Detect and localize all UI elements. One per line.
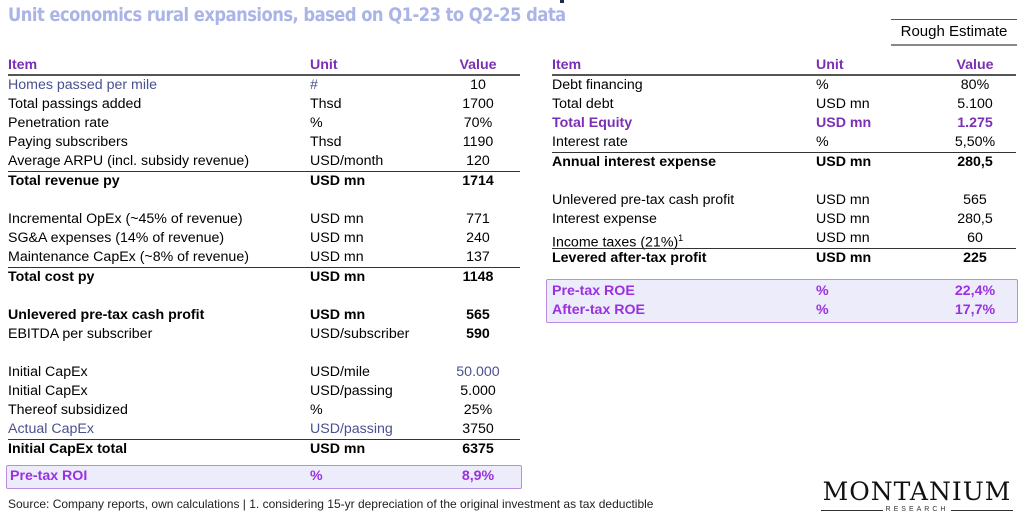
roe-highlight-box <box>546 279 1018 323</box>
header-item: Item <box>8 57 38 73</box>
roi-row: Pre-tax ROI % 8,9% <box>10 467 522 486</box>
pre-tax-roe-row: Pre-tax ROE % 22,4% <box>552 283 996 299</box>
table-row: Incremental OpEx (~45% of revenue) USD mn… <box>8 211 490 227</box>
levered-profit-row: Levered after-tax profit USD mn 225 <box>552 248 1016 268</box>
ebitda-row: EBITDA per subscriber USD/subscriber 590 <box>8 326 490 342</box>
table-row: Penetration rate% 70% <box>8 115 493 131</box>
table-row: Paying subscribers Thsd 1190 <box>8 134 494 150</box>
unit-economics-table: Item Unit Value Homes passed per mile #10… <box>8 57 520 459</box>
table-header: Item Unit Value <box>8 57 520 76</box>
rough-estimate-badge: Rough Estimate <box>891 19 1017 46</box>
table-row: Total passings added Thsd 1700 <box>8 96 494 112</box>
table-row: Maintenance CapEx (~8% of revenue) USD mn… <box>8 249 490 265</box>
after-tax-roe-row: After-tax ROE % 17,7% <box>552 302 996 318</box>
roi-unit: % <box>310 468 323 484</box>
table-row: Initial CapEx USD/mile 50.000 <box>8 364 500 380</box>
header-value: Value <box>459 57 497 73</box>
logo-name: MONTANIUM <box>822 477 1012 506</box>
table-header: Item Unit Value <box>552 57 1016 76</box>
table-row: Thereof subsidized% 25% <box>8 402 493 418</box>
financing-table: Item Unit Value Debt financing% 80% Total… <box>552 57 1016 268</box>
montanium-logo: MONTANIUM RESEARCH <box>819 479 1015 515</box>
table-row: Total debt USD mn 5.100 <box>552 96 993 112</box>
roi-value: 8,9% <box>461 468 495 484</box>
total-revenue-row: Total revenue py USD mn 1714 <box>8 171 520 191</box>
table-row: Debt financing% 80% <box>552 77 990 93</box>
total-equity-row: Total Equity USD mn 1.275 <box>552 115 993 131</box>
table-row: Initial CapEx USD/passing 5.000 <box>8 383 496 399</box>
table-row: Homes passed per mile #10 <box>8 77 486 93</box>
table-row: Average ARPU (incl. subsidy revenue) USD/… <box>8 153 490 169</box>
table-row: Actual CapEx USD/passing 3750 <box>8 421 494 437</box>
interest-expense-total-row: Annual interest expense USD mn 280,5 <box>552 152 1016 172</box>
roe-rows: Pre-tax ROE % 22,4% After-tax ROE % 17,7… <box>552 282 1016 320</box>
unlevered-profit-row: Unlevered pre-tax cash profit USD mn 565 <box>8 307 490 323</box>
page-title: Unit economics rural expansions, based o… <box>8 4 566 26</box>
decorative-mark <box>560 0 564 3</box>
table-row: Interest expense USD mn 280,5 <box>552 211 993 227</box>
table-row: Unlevered pre-tax cash profit USD mn 565 <box>552 192 987 208</box>
source-footnote: Source: Company reports, own calculation… <box>8 497 654 511</box>
roi-label: Pre-tax ROI <box>10 468 88 484</box>
header-unit: Unit <box>310 57 338 73</box>
footnote-marker: 1 <box>678 233 684 243</box>
logo-subtitle: RESEARCH <box>819 505 1015 515</box>
table-row: Interest rate% 5,50% <box>552 134 996 150</box>
total-cost-row: Total cost py USD mn 1148 <box>8 267 520 287</box>
table-row: Income taxes (21%)1 USD mn 60 <box>552 230 983 251</box>
roi-highlight-box <box>6 465 522 489</box>
capex-total-row: Initial CapEx total USD mn 6375 <box>8 439 520 459</box>
table-row: SG&A expenses (14% of revenue) USD mn 240 <box>8 230 490 246</box>
